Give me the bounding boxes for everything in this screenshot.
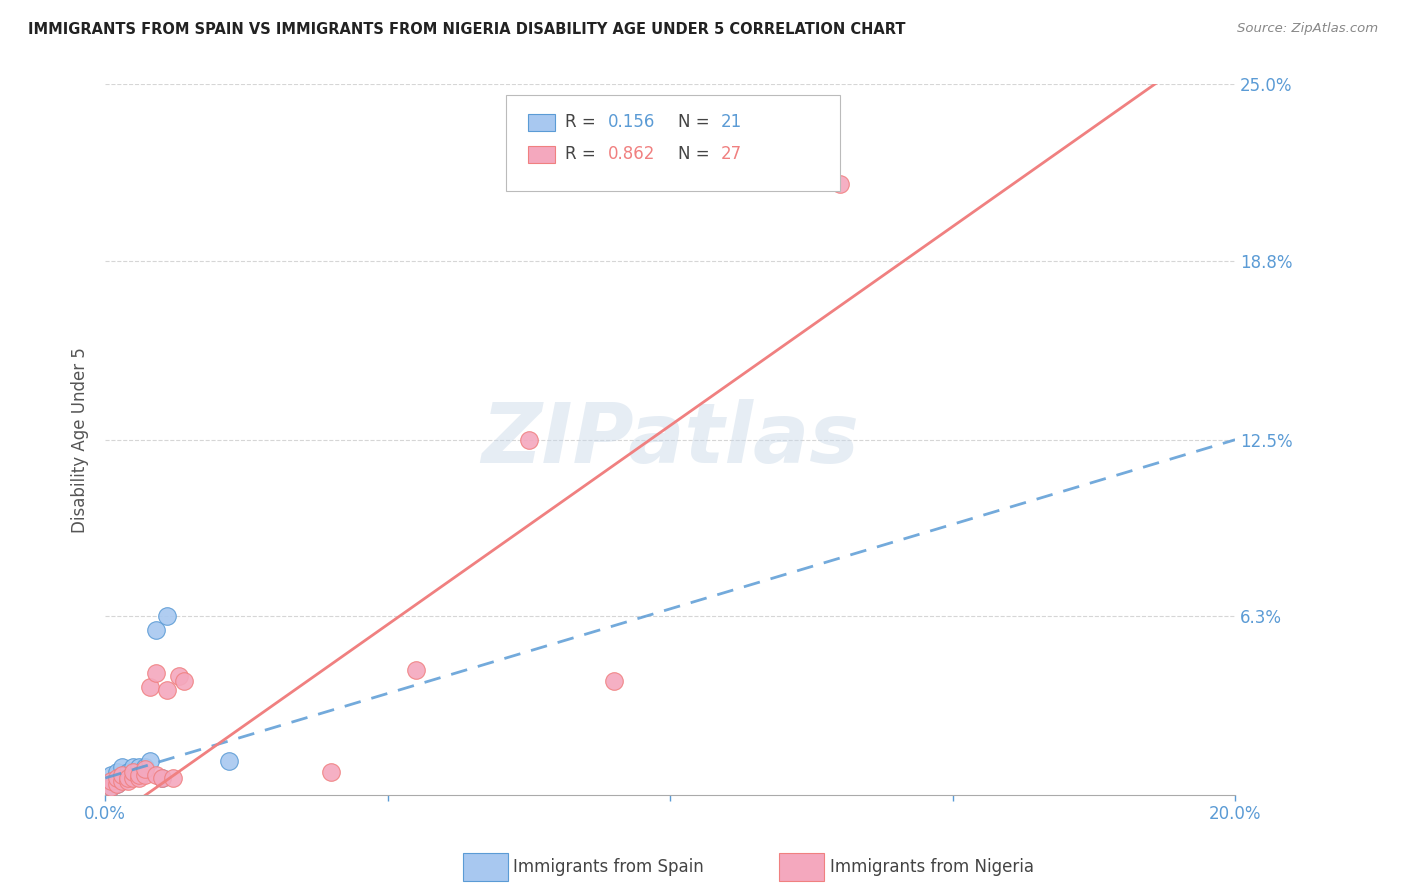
Point xyxy=(602,674,624,689)
Point xyxy=(117,773,139,788)
Text: 21: 21 xyxy=(721,113,742,131)
Point xyxy=(128,768,150,782)
Point xyxy=(156,609,179,624)
Text: ZIPatlas: ZIPatlas xyxy=(481,400,859,480)
Text: 0.156: 0.156 xyxy=(607,113,655,131)
Point xyxy=(100,768,122,782)
Text: N =: N = xyxy=(678,113,714,131)
Point xyxy=(162,771,184,785)
Point xyxy=(139,680,162,694)
Point xyxy=(100,773,122,788)
Point xyxy=(167,668,190,682)
Point xyxy=(145,768,167,782)
Point xyxy=(105,777,128,791)
Point xyxy=(105,777,128,791)
Text: IMMIGRANTS FROM SPAIN VS IMMIGRANTS FROM NIGERIA DISABILITY AGE UNDER 5 CORRELAT: IMMIGRANTS FROM SPAIN VS IMMIGRANTS FROM… xyxy=(28,22,905,37)
Point xyxy=(111,759,134,773)
Text: Immigrants from Spain: Immigrants from Spain xyxy=(513,858,704,876)
Point xyxy=(134,768,156,782)
Point xyxy=(321,765,343,780)
Point xyxy=(173,674,195,689)
Point xyxy=(134,759,156,773)
Text: R =: R = xyxy=(565,145,602,163)
Point xyxy=(828,177,851,191)
Point xyxy=(111,773,134,788)
Point xyxy=(100,773,122,788)
Point xyxy=(122,771,145,785)
Point xyxy=(150,771,173,785)
Point xyxy=(218,754,240,768)
Point xyxy=(117,768,139,782)
Point xyxy=(105,771,128,785)
Point xyxy=(117,771,139,785)
FancyBboxPatch shape xyxy=(506,95,839,191)
Point xyxy=(122,765,145,780)
Point xyxy=(105,768,128,782)
Point xyxy=(100,780,122,794)
Point xyxy=(122,759,145,773)
Point xyxy=(145,624,167,638)
Text: Immigrants from Nigeria: Immigrants from Nigeria xyxy=(830,858,1033,876)
Text: Source: ZipAtlas.com: Source: ZipAtlas.com xyxy=(1237,22,1378,36)
Point xyxy=(111,771,134,785)
Point xyxy=(122,765,145,780)
Point xyxy=(100,780,122,794)
Point xyxy=(111,768,134,782)
Point xyxy=(156,682,179,697)
Point xyxy=(517,433,540,447)
Text: 0.862: 0.862 xyxy=(607,145,655,163)
Point xyxy=(150,771,173,785)
Point xyxy=(105,771,128,785)
Point xyxy=(145,665,167,680)
Text: N =: N = xyxy=(678,145,714,163)
Point xyxy=(134,763,156,777)
Point xyxy=(111,768,134,782)
Point xyxy=(105,765,128,780)
Point xyxy=(405,663,427,677)
Point xyxy=(139,754,162,768)
FancyBboxPatch shape xyxy=(527,145,555,162)
Point xyxy=(128,759,150,773)
Text: R =: R = xyxy=(565,113,602,131)
Y-axis label: Disability Age Under 5: Disability Age Under 5 xyxy=(72,347,89,533)
Point xyxy=(117,765,139,780)
Text: 27: 27 xyxy=(721,145,742,163)
Point xyxy=(128,771,150,785)
FancyBboxPatch shape xyxy=(527,113,555,130)
